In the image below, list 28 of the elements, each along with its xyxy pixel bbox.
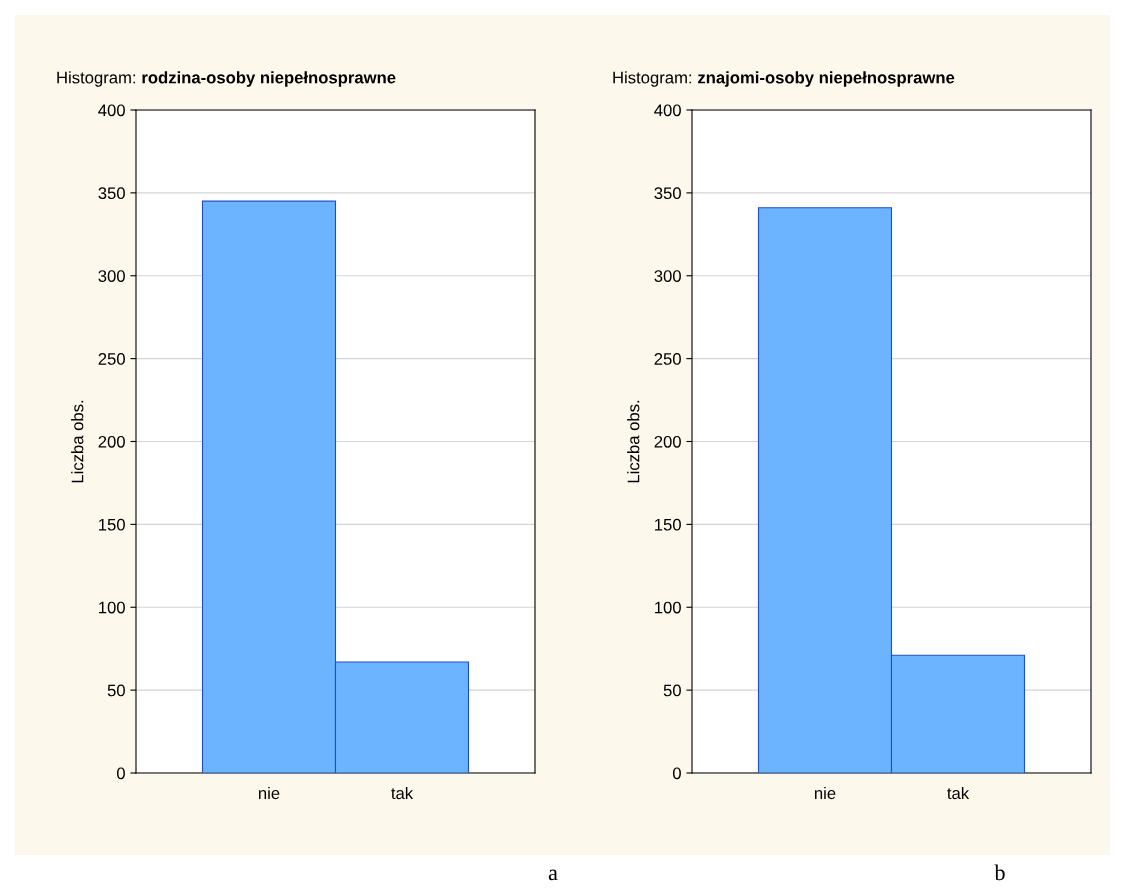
x-tick-label: tak [391, 786, 414, 800]
y-tick-label: 100 [655, 601, 681, 614]
y-tick-label: 250 [98, 353, 125, 365]
chart-title: Histogram: znajomi-osoby niepełnosprawne [613, 71, 955, 87]
x-tick-label: tak [947, 786, 970, 800]
x-tick-label: nie [814, 786, 836, 800]
y-tick-label: 50 [663, 684, 681, 697]
text: a [548, 869, 558, 881]
y-tick-label: 300 [654, 270, 681, 282]
y-tick-label: 0 [672, 767, 681, 780]
chart-title: Histogram: rodzina-osoby niepełnosprawne [57, 71, 396, 87]
y-tick-label: 50 [107, 684, 125, 697]
y-tick-label: 350 [654, 187, 681, 200]
text: b [994, 864, 1005, 881]
y-tick-label: 0 [116, 767, 125, 780]
y-tick-label: 150 [99, 518, 125, 531]
y-tick-label: 150 [655, 518, 681, 531]
x-tick-label: nie [258, 786, 280, 800]
y-tick-label: 200 [654, 435, 681, 448]
y-axis-title: Liczba obs. [71, 400, 84, 483]
y-tick-label: 400 [654, 104, 681, 117]
y-axis-title: Liczba obs. [627, 400, 640, 483]
y-tick-label: 400 [98, 104, 125, 117]
y-tick-label: 100 [99, 601, 125, 614]
y-tick-label: 300 [98, 270, 125, 282]
y-tick-label: 200 [98, 435, 125, 448]
y-tick-label: 250 [654, 353, 681, 365]
y-tick-label: 350 [98, 187, 125, 200]
